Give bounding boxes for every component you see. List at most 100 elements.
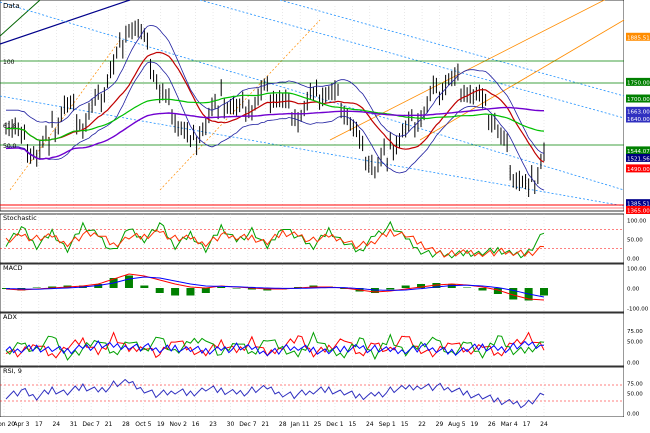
price-axis-label: 1885.51 bbox=[627, 35, 650, 41]
x-tick-label: 30 bbox=[227, 421, 235, 428]
macd-histogram-bar bbox=[463, 287, 472, 288]
price-panel bbox=[0, 0, 625, 212]
indicator-axis-label: -100.00 bbox=[627, 307, 649, 313]
macd-histogram-bar bbox=[401, 285, 410, 288]
x-tick-label: Jan 11 bbox=[290, 421, 310, 428]
price-axis-label: 1385.51 bbox=[627, 202, 650, 208]
macd-histogram-bar bbox=[32, 287, 41, 288]
x-tick-label: 24 bbox=[540, 421, 548, 428]
macd-histogram-bar bbox=[232, 288, 241, 289]
indicator-axis-label: 0.00 bbox=[627, 257, 640, 263]
macd-histogram-bar bbox=[386, 288, 395, 290]
price-axis-tag bbox=[626, 164, 650, 173]
x-tick-label: 28 bbox=[279, 421, 287, 428]
series-layer bbox=[2, 18, 548, 409]
x-tick-label: Mon 20 bbox=[0, 421, 15, 428]
indicator-line bbox=[5, 331, 545, 359]
bottom-axis bbox=[0, 417, 650, 429]
macd-histogram-bar bbox=[186, 288, 195, 296]
x-tick-label: Nov 2 bbox=[169, 421, 187, 428]
price-axis-label: 1640.00 bbox=[627, 117, 650, 123]
x-tick-label: 16 bbox=[192, 421, 200, 428]
moving-average-long bbox=[5, 106, 544, 160]
rsi-panel bbox=[0, 366, 625, 418]
indicator-axis-label: 50.00 bbox=[627, 392, 643, 398]
x-tick-label: Sep 1 bbox=[379, 421, 396, 428]
x-tick-label: 25 bbox=[314, 421, 322, 428]
indicator-line bbox=[5, 220, 545, 259]
macd-histogram-bar bbox=[140, 285, 149, 288]
macd-histogram-bar bbox=[48, 286, 57, 288]
indicator-line bbox=[5, 340, 544, 357]
price-axis-label: 1365.00 bbox=[627, 208, 650, 214]
stochastic-panel-title: Stochastic bbox=[3, 214, 37, 222]
x-tick-label: 21 bbox=[261, 421, 269, 428]
indicator-line bbox=[5, 273, 545, 301]
price-axis-tag bbox=[626, 114, 650, 123]
macd-histogram-bar bbox=[2, 288, 10, 289]
adx-panel bbox=[0, 312, 625, 367]
x-tick-label: Dec 7 bbox=[239, 421, 257, 428]
price-axis-tag bbox=[626, 205, 650, 214]
x-tick-label: 17 bbox=[523, 421, 531, 428]
price-axis-tag bbox=[626, 94, 650, 103]
price-axis-tag bbox=[626, 77, 650, 86]
macd-histogram-bar bbox=[171, 288, 180, 296]
price-axis-label: 1490.00 bbox=[627, 167, 650, 173]
x-tick-label: Oct 5 bbox=[135, 421, 151, 428]
x-tick-label: 21 bbox=[105, 421, 113, 428]
indicator-line bbox=[5, 228, 545, 258]
indicator-line bbox=[5, 378, 545, 409]
price-axis-label: 1750.00 bbox=[627, 80, 650, 86]
x-tick-label: 22 bbox=[418, 421, 426, 428]
macd-histogram-bar bbox=[509, 288, 518, 300]
x-tick-label: Apr 3 bbox=[13, 421, 29, 428]
indicator-axis-label: 75.00 bbox=[627, 329, 643, 335]
indicator-axis-label: 0.00 bbox=[627, 287, 640, 293]
fib-marker: 100 bbox=[3, 59, 15, 66]
x-tick-label: 19 bbox=[157, 421, 165, 428]
price-axis-tag bbox=[626, 106, 650, 115]
x-tick-label: 31 bbox=[70, 421, 78, 428]
price-axis-tag bbox=[626, 199, 650, 208]
adx-panel-title: ADX bbox=[3, 313, 17, 321]
x-tick-label: Mar 4 bbox=[501, 421, 518, 428]
x-tick-label: 19 bbox=[471, 421, 479, 428]
indicator-axis-label: 0.00 bbox=[627, 412, 640, 418]
x-tick-label: 24 bbox=[366, 421, 374, 428]
indicator-axis-label: 100.00 bbox=[627, 219, 647, 225]
macd-histogram-bar bbox=[155, 288, 164, 293]
x-tick-label: 24 bbox=[52, 421, 60, 428]
x-tick-label: 17 bbox=[35, 421, 43, 428]
indicator-axis-label: 100.00 bbox=[627, 267, 647, 273]
x-tick-label: Dec 1 bbox=[326, 421, 344, 428]
x-tick-label: 23 bbox=[209, 421, 217, 428]
x-tick-label: Aug 5 bbox=[448, 421, 466, 428]
indicator-axis-label: 50.00 bbox=[627, 340, 643, 346]
price-axis-label: 1700.00 bbox=[627, 97, 650, 103]
macd-histogram-bar bbox=[247, 288, 256, 290]
macd-histogram-bar bbox=[124, 275, 133, 288]
price-axis-label: 1663.00 bbox=[627, 109, 650, 115]
price-axis-tag bbox=[626, 153, 650, 162]
moving-average-mid bbox=[6, 92, 545, 142]
x-tick-label: 15 bbox=[349, 421, 357, 428]
price-axis-tag bbox=[626, 146, 650, 155]
macd-panel-title: MACD bbox=[3, 264, 22, 272]
macd-histogram-bar bbox=[540, 288, 548, 296]
x-tick-label: 28 bbox=[122, 421, 130, 428]
rsi-panel-title: RSI, 9 bbox=[3, 367, 22, 375]
macd-histogram-bar bbox=[478, 288, 487, 291]
indicator-line bbox=[5, 276, 545, 298]
indicator-axis-label: 75.00 bbox=[627, 382, 643, 388]
x-tick-label: Dec 7 bbox=[82, 421, 100, 428]
macd-histogram-bar bbox=[201, 288, 210, 293]
indicator-axis-label: 50.00 bbox=[627, 238, 643, 244]
price-axis-tag bbox=[626, 32, 650, 41]
price-axis-label: 1521.56 bbox=[627, 156, 650, 162]
macd-histogram-bar bbox=[217, 287, 226, 288]
moving-average-short bbox=[6, 51, 545, 163]
